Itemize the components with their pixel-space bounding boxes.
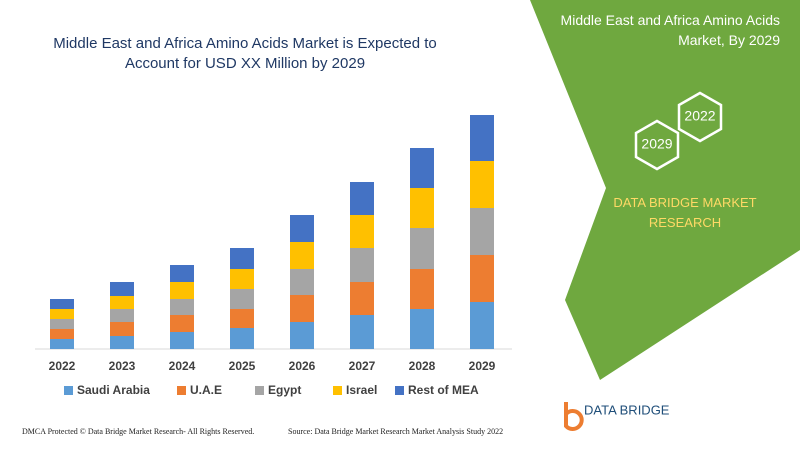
bar-segment: [230, 269, 254, 289]
bar-segment: [470, 255, 494, 302]
x-tick-label: 2026: [289, 359, 316, 373]
legend-label: Egypt: [268, 383, 301, 397]
chart-title: Middle East and Africa Amino Acids Marke…: [53, 35, 437, 72]
bar-segment: [110, 282, 134, 296]
bar-segment: [350, 248, 374, 282]
legend-label: Rest of MEA: [408, 383, 479, 397]
x-tick-label: 2023: [109, 359, 136, 373]
bar-segment: [50, 299, 74, 309]
hexagon: [634, 119, 680, 171]
bar-segment: [110, 322, 134, 336]
panel-title: Middle East and Africa Amino Acids Marke…: [560, 12, 780, 48]
bar-segment: [170, 299, 194, 315]
x-tick-label: 2029: [469, 359, 496, 373]
logo-icon: [564, 402, 584, 431]
side-panel: [530, 0, 800, 380]
legend-label: Saudi Arabia: [77, 383, 150, 397]
bar-segment: [410, 188, 434, 228]
hexagon-label: 2022: [684, 108, 715, 124]
bar-segment: [50, 319, 74, 329]
bar-segment: [290, 322, 314, 349]
legend-swatch: [177, 386, 186, 395]
logo-text: DATA BRIDGE: [584, 402, 670, 417]
bar-segment: [470, 208, 494, 255]
legend-swatch: [395, 386, 404, 395]
bar-segment: [350, 182, 374, 215]
footer-left: DMCA Protected © Data Bridge Market Rese…: [22, 427, 255, 436]
hexagon-label: 2029: [641, 136, 672, 152]
footer-right: Source: Data Bridge Market Research Mark…: [288, 427, 504, 436]
bar-segment: [290, 215, 314, 242]
bar-segment: [350, 282, 374, 315]
bar-segment: [110, 309, 134, 322]
bar-segment: [50, 329, 74, 339]
brand: DATA BRIDGE MARKET RESEARCH: [613, 195, 757, 230]
hexagon: [677, 91, 723, 143]
bar-segment: [170, 315, 194, 332]
bar-segment: [470, 161, 494, 208]
x-tick-label: 2025: [229, 359, 256, 373]
bar-segment: [290, 295, 314, 322]
bar-segment: [50, 309, 74, 319]
bar-segment: [290, 269, 314, 295]
bar-segment: [170, 332, 194, 349]
legend-label: Israel: [346, 383, 377, 397]
bar-segment: [50, 339, 74, 349]
bar-segment: [230, 248, 254, 269]
x-tick-label: 2027: [349, 359, 376, 373]
bar-segment: [470, 115, 494, 161]
bar-segment: [350, 315, 374, 349]
bar-segment: [170, 265, 194, 282]
bar-segment: [110, 296, 134, 309]
bar-segment: [350, 215, 374, 248]
legend-swatch: [255, 386, 264, 395]
x-tick-label: 2024: [169, 359, 196, 373]
bar-segment: [410, 148, 434, 188]
bar-segment: [470, 302, 494, 349]
bar-segment: [230, 289, 254, 309]
legend-swatch: [64, 386, 73, 395]
bar-segment: [410, 228, 434, 269]
bar-segment: [410, 309, 434, 349]
bar-segment: [110, 336, 134, 349]
x-tick-label: 2022: [49, 359, 76, 373]
bar-segment: [170, 282, 194, 299]
x-tick-label: 2028: [409, 359, 436, 373]
legend-swatch: [333, 386, 342, 395]
legend-label: U.A.E: [190, 383, 222, 397]
bar-segment: [410, 269, 434, 309]
bar-segment: [290, 242, 314, 269]
bar-segment: [230, 309, 254, 328]
bar-segment: [230, 328, 254, 349]
